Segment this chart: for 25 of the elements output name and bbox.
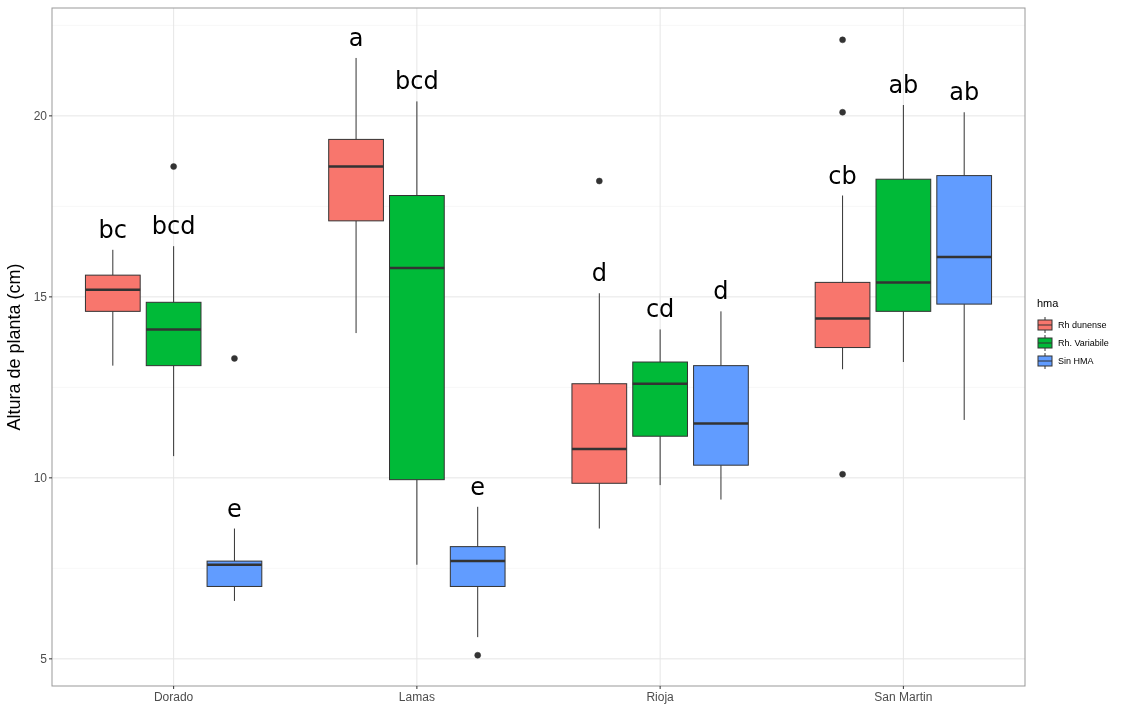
text: d bbox=[713, 277, 729, 306]
text: cd bbox=[645, 295, 675, 324]
y-tick-label: 15 bbox=[33, 290, 48, 305]
legend-title: hma bbox=[1037, 297, 1060, 309]
text: cb bbox=[828, 161, 857, 190]
legend-label: Rh. Variabile bbox=[1058, 338, 1109, 349]
y-tick-label: 5 bbox=[40, 652, 48, 667]
text: a bbox=[348, 23, 364, 52]
text: bcd bbox=[395, 67, 439, 96]
legend-label: Sin HMA bbox=[1058, 356, 1094, 367]
text: e bbox=[470, 472, 486, 501]
text: bc bbox=[98, 215, 128, 244]
text: d bbox=[591, 259, 607, 288]
x-tick-label: Rioja bbox=[646, 690, 675, 704]
text: ab bbox=[888, 71, 919, 100]
x-tick-label: San Martin bbox=[874, 690, 933, 704]
x-tick-label: Lamas bbox=[398, 690, 435, 704]
y-axis-title: Altura de planta (cm) bbox=[4, 263, 24, 431]
text: bcd bbox=[151, 212, 196, 241]
x-tick-label: Dorado bbox=[153, 690, 194, 704]
legend-label: Rh dunense bbox=[1058, 320, 1107, 331]
text: e bbox=[227, 494, 242, 523]
y-tick-label: 10 bbox=[33, 471, 48, 486]
text: ab bbox=[949, 78, 980, 107]
y-tick-label: 20 bbox=[33, 109, 48, 124]
